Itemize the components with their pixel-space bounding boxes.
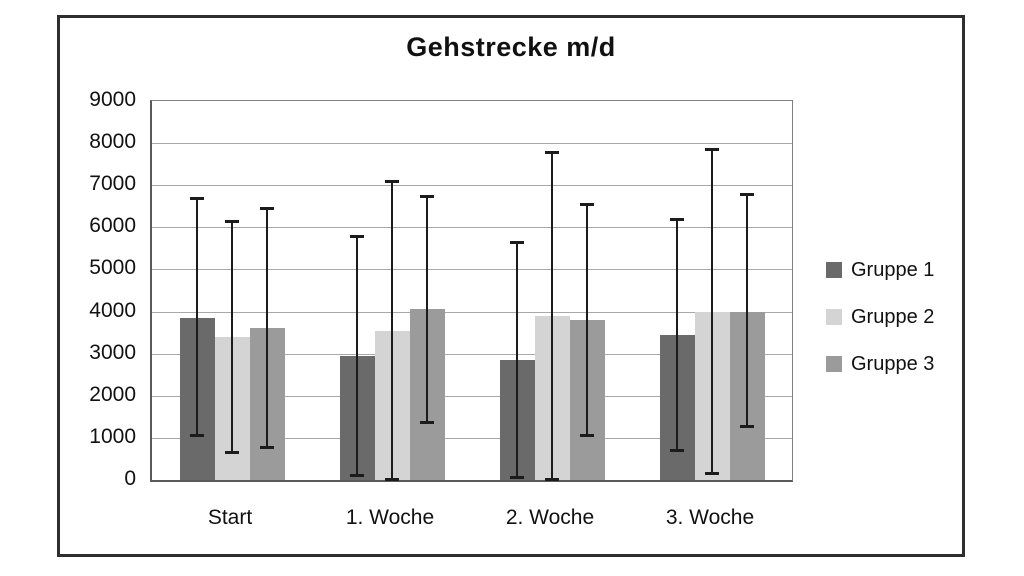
error-bar-cap-bottom [350,473,364,477]
x-tick-label: 1. Woche [345,506,435,529]
y-tick-label: 0 [124,467,136,490]
error-bar-line [356,235,358,476]
gridline [152,269,792,271]
error-bar-cap-top [225,220,239,224]
error-bar-line [426,195,428,424]
legend-item: Gruppe 1 [826,258,935,281]
error-bar-cap-bottom [385,478,399,481]
error-bar-cap-bottom [510,475,524,479]
legend-label: Gruppe 3 [851,352,935,375]
y-tick-label: 5000 [89,256,136,280]
error-bar-cap-bottom [260,446,274,450]
gridline [152,437,792,439]
error-bar-line [551,151,553,480]
chart-title: Gehstrecke m/d [406,32,616,62]
error-bar-cap-top [420,194,434,198]
legend-label: Gruppe 1 [851,258,935,281]
error-bar-cap-top [740,192,754,196]
error-bar-cap-top [705,148,719,152]
plot-area [150,100,793,482]
error-bar-cap-top [350,234,364,238]
gridline [152,353,792,355]
error-bar-cap-bottom [420,421,434,425]
error-bar-cap-bottom [580,433,594,437]
y-tick-label: 4000 [89,298,136,322]
legend-swatch [826,309,842,325]
error-bar-cap-bottom [545,478,559,481]
x-axis: Start 1. Woche 2. Woche 3. Woche [150,506,790,536]
error-bar-line [391,181,393,480]
legend-swatch [826,262,842,278]
x-tick-label: 2. Woche [505,506,595,529]
x-tick-label: 3. Woche [665,506,755,529]
y-tick-label: 9000 [89,88,136,111]
error-bar-cap-bottom [705,471,719,475]
error-bar-line [516,242,518,478]
error-bar-cap-top [260,207,274,211]
error-bar-cap-top [385,180,399,183]
error-bar-line [676,218,678,451]
error-bar-cap-top [510,241,524,245]
gridline [152,311,792,313]
y-tick-label: 8000 [89,130,136,154]
error-bar-line [196,197,198,436]
legend-swatch [826,356,842,372]
y-tick-label: 1000 [89,424,136,448]
y-axis: 0 1000 2000 3000 4000 5000 6000 7000 8000 9000 [36,88,136,490]
error-bar-cap-bottom [670,448,684,452]
error-bar-line [266,208,268,449]
y-tick-label: 6000 [89,214,136,238]
legend-item: Gruppe 3 [826,352,935,375]
error-bar-cap-bottom [225,450,239,454]
gridline [152,185,792,187]
gridline [152,395,792,397]
error-bar-line [711,149,713,474]
error-bar-cap-top [580,203,594,207]
error-bar-cap-top [670,217,684,221]
error-bar-line [586,204,588,436]
error-bar-cap-top [190,196,204,200]
legend-item: Gruppe 2 [826,305,935,328]
y-tick-label: 3000 [89,340,136,364]
x-tick-label: Start [207,506,253,529]
error-bar-line [746,193,748,428]
error-bar-cap-bottom [740,425,754,429]
y-tick-label: 7000 [89,172,136,196]
y-tick-label: 2000 [89,382,136,406]
gridline [152,143,792,145]
gridline [152,227,792,229]
legend-label: Gruppe 2 [851,305,935,328]
error-bar-line [231,221,233,453]
error-bar-cap-top [545,150,559,154]
error-bar-cap-bottom [190,433,204,437]
